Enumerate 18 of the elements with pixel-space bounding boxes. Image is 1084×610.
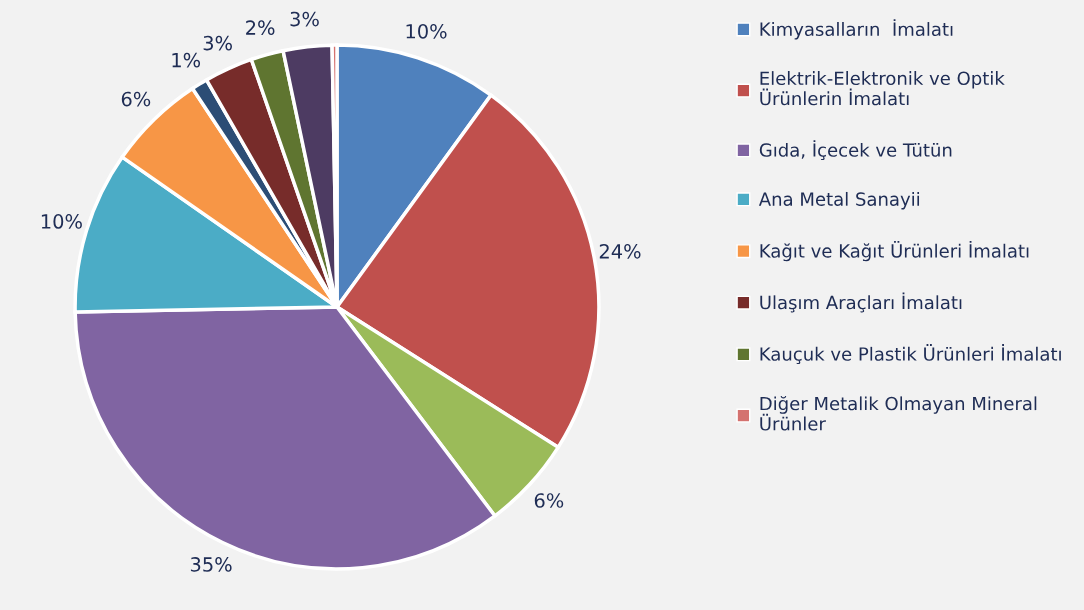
legend-label: Ulaşım Araçları İmalatı xyxy=(760,292,962,313)
data-label: 35% xyxy=(190,557,232,572)
legend-label: Ana Metal Sanayii xyxy=(758,191,920,210)
legend-label: Kauçuk ve Plastik Ürünleri İmalatı xyxy=(760,344,1061,365)
legend-label: Gıda, İçecek ve Tütün xyxy=(759,140,952,161)
data-label: 24% xyxy=(599,243,641,259)
data-label: 10% xyxy=(406,23,447,39)
data-label: 6% xyxy=(121,91,151,107)
data-label: 2% xyxy=(246,20,275,35)
legend-label: Kimyasalların İmalatı xyxy=(760,19,953,40)
data-label: 1% xyxy=(172,52,201,68)
data-label: 3% xyxy=(290,11,319,27)
data-label: 10% xyxy=(41,214,82,229)
legend-label: Diğer Metalik Olmayan Mineral Ürünler xyxy=(760,395,1037,431)
legend-label: Kağıt ve Kağıt Ürünleri İmalatı xyxy=(760,241,1029,262)
data-label: 3% xyxy=(203,35,232,51)
legend-label: Elektrik-Elektronik ve Optik Ürünlerin İmalatı xyxy=(760,71,1005,106)
data-label: 6% xyxy=(534,493,564,508)
